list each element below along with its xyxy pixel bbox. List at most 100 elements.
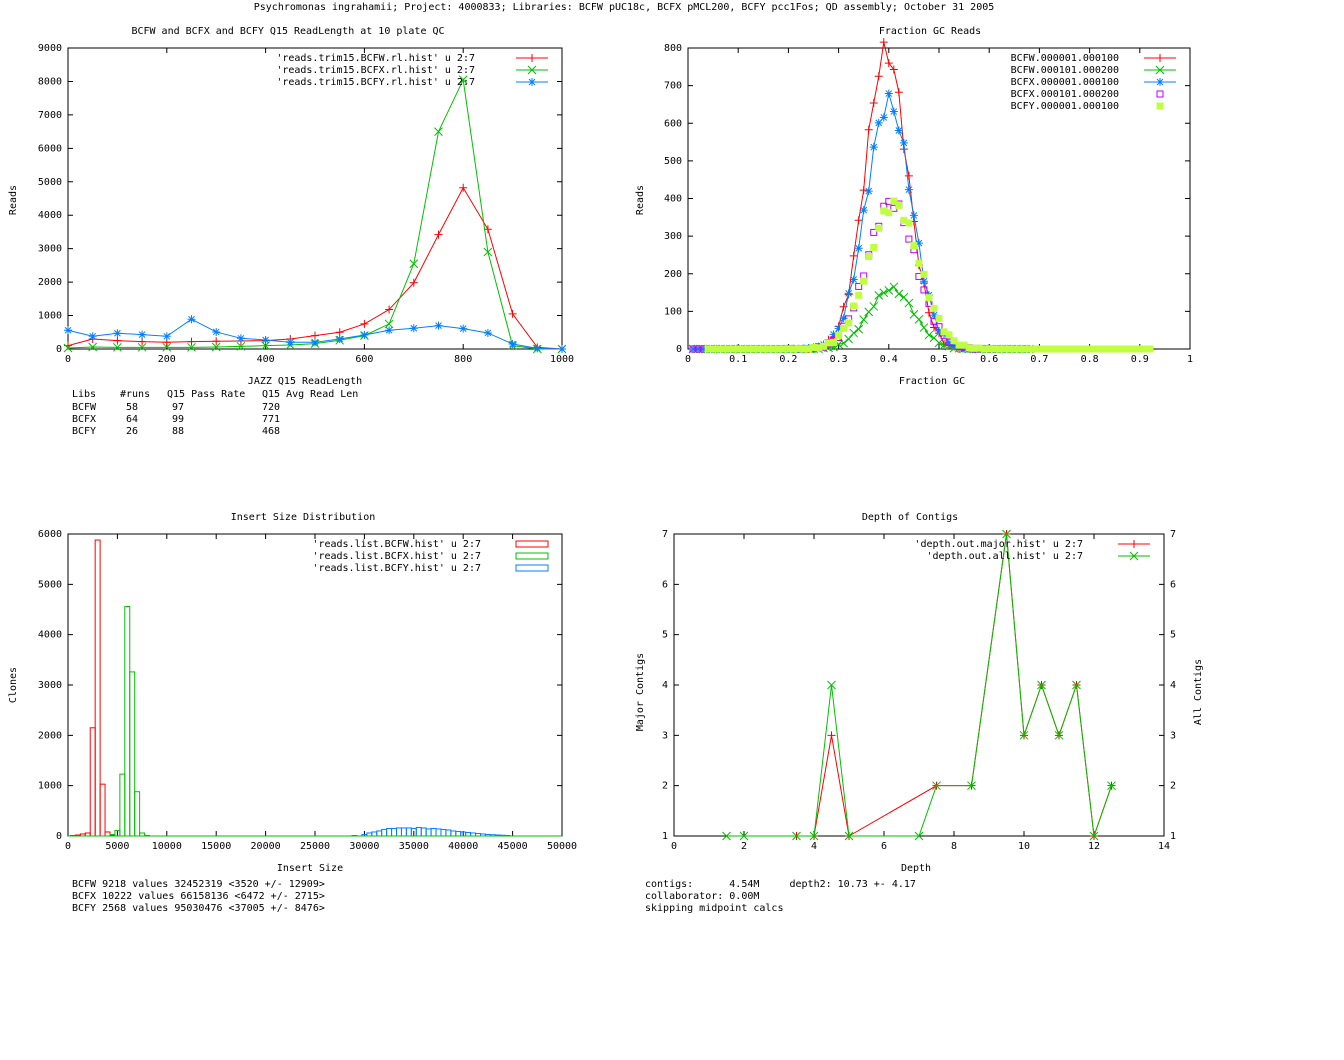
- data-point: [955, 341, 963, 349]
- y-tick-label: 2000: [38, 277, 62, 288]
- y2-tick-label: 4: [1170, 680, 1176, 691]
- x-tick-label: 2: [741, 841, 747, 852]
- data-point: [1116, 345, 1124, 353]
- data-point: [940, 328, 948, 336]
- data-point: [187, 315, 196, 324]
- data-point: [894, 126, 903, 135]
- stats-header: #runs: [120, 389, 150, 400]
- y-tick-label: 4000: [38, 630, 62, 641]
- data-point: [113, 336, 122, 345]
- data-point: [835, 331, 843, 339]
- data-point: [945, 338, 954, 347]
- stats-cell: 64: [126, 414, 138, 425]
- data-point: [1101, 345, 1109, 353]
- data-point: [434, 127, 443, 136]
- y-tick-label: 600: [664, 118, 682, 129]
- data-point: [137, 342, 147, 352]
- data-point: [739, 345, 747, 353]
- data-point: [915, 259, 923, 267]
- histogram-bar: [415, 826, 422, 837]
- depth-title: Depth of Contigs: [862, 512, 958, 523]
- histogram-bar: [124, 605, 131, 837]
- x-tick-label: 400: [257, 354, 275, 365]
- y-tick-label: 1000: [38, 311, 62, 322]
- data-point: [1054, 730, 1064, 740]
- stats-cell: BCFW: [72, 402, 97, 413]
- data-point: [910, 242, 918, 250]
- data-point: [138, 337, 147, 346]
- data-point: [950, 337, 958, 345]
- x-tick-label: 35000: [399, 841, 429, 852]
- x-tick-label: 0.1: [729, 354, 747, 365]
- data-point: [919, 323, 929, 332]
- histogram-bar: [119, 773, 126, 837]
- data-point: [925, 294, 933, 302]
- data-point: [1086, 345, 1094, 353]
- x-tick-label: 25000: [300, 841, 330, 852]
- data-point: [945, 331, 953, 339]
- data-point: [879, 113, 888, 122]
- legend-marker: [1156, 90, 1164, 98]
- data-point: [734, 345, 742, 353]
- data-point: [905, 235, 913, 243]
- data-point: [899, 138, 908, 147]
- data-point: [1146, 345, 1154, 353]
- data-point: [980, 345, 988, 353]
- insert-ylabel: Clones: [8, 667, 19, 703]
- histogram-bar: [396, 827, 402, 837]
- histogram-bar: [430, 827, 437, 837]
- stats-cell: BCFX: [72, 414, 96, 425]
- readlength-xlabel: JAZZ Q15 ReadLength: [248, 376, 362, 387]
- data-point: [64, 326, 72, 335]
- data-point: [995, 345, 1003, 353]
- legend-label: 'reads.trim15.BCFW.rl.hist' u 2:7: [276, 53, 475, 64]
- data-point: [764, 345, 772, 353]
- data-point: [1019, 730, 1029, 740]
- data-point: [859, 315, 869, 324]
- insert-size-chart: Insert Size Distribution Insert Size Clo…: [8, 512, 577, 914]
- x-tick-label: 8: [951, 841, 957, 852]
- x-tick-label: 0.7: [1030, 354, 1048, 365]
- data-point: [884, 89, 893, 98]
- data-point: [1037, 680, 1046, 690]
- x-tick-label: 800: [454, 354, 472, 365]
- data-point: [815, 344, 823, 352]
- data-point: [1055, 345, 1063, 353]
- data-point: [1136, 345, 1144, 353]
- x-tick-label: 0.8: [1081, 354, 1099, 365]
- legend-marker: [528, 78, 536, 86]
- data-point: [932, 781, 941, 791]
- data-point: [704, 345, 712, 353]
- data-point: [1111, 345, 1119, 353]
- y-tick-label: 6: [662, 579, 668, 590]
- data-point: [1076, 345, 1084, 353]
- data-point: [88, 342, 98, 352]
- stats-header: Libs: [72, 389, 96, 400]
- y-tick-label: 400: [664, 194, 682, 205]
- data-point: [827, 680, 836, 690]
- y-tick-label: 2000: [38, 730, 62, 741]
- readlength-title: BCFW and BCFX and BCFY Q15 ReadLength at…: [131, 26, 444, 37]
- data-point: [1091, 345, 1099, 353]
- x-tick-label: 4: [811, 841, 817, 852]
- data-point: [850, 302, 858, 310]
- legend-marker: [1129, 551, 1139, 561]
- data-point: [774, 345, 782, 353]
- data-point: [749, 345, 757, 353]
- data-point: [870, 243, 878, 251]
- y2-tick-label: 1: [1170, 831, 1176, 842]
- data-point: [889, 107, 898, 116]
- data-point: [360, 330, 369, 339]
- legend-label: 'depth.out.major.hist' u 2:7: [914, 539, 1083, 550]
- readlength-ylabel: Reads: [8, 185, 19, 215]
- data-point: [792, 831, 801, 841]
- plot-frame: [67, 533, 563, 837]
- data-point: [855, 282, 863, 290]
- histogram-bar: [420, 827, 427, 837]
- x-tick-label: 40000: [448, 841, 478, 852]
- insert-xlabel: Insert Size: [277, 863, 343, 874]
- histogram-bar: [440, 828, 447, 837]
- data-point: [869, 99, 878, 108]
- stats-header: Q15 Pass Rate: [167, 389, 245, 400]
- stats-cell: 88: [172, 426, 184, 437]
